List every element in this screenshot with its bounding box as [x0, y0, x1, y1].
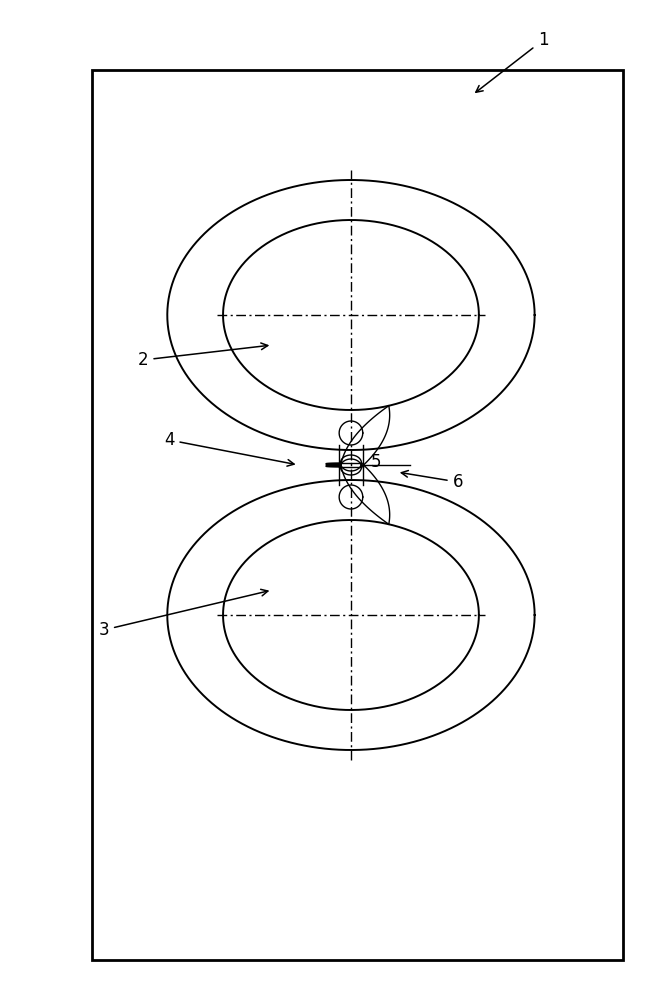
Text: 1: 1	[476, 31, 548, 92]
Text: 4: 4	[164, 431, 294, 466]
Text: 2: 2	[138, 343, 268, 369]
Text: 5: 5	[371, 453, 381, 471]
Text: 6: 6	[401, 471, 463, 491]
Bar	[92, 70, 623, 960]
Text: 3: 3	[98, 589, 268, 639]
